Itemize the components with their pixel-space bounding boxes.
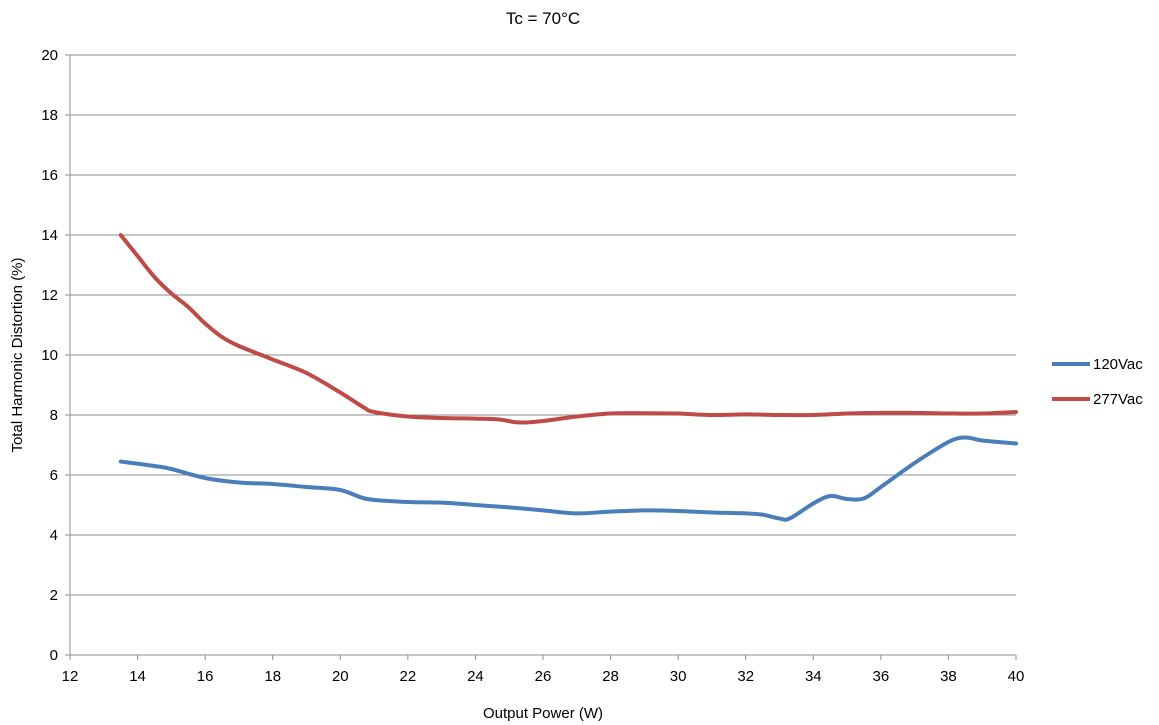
x-tick-label: 14	[129, 668, 146, 685]
axes	[65, 54, 1017, 660]
y-tick-label: 4	[50, 527, 58, 544]
y-tick-label: 14	[41, 227, 58, 244]
series-line-277vac	[118, 233, 1018, 425]
x-tick-label: 12	[62, 668, 79, 685]
legend-item-277vac: 277Vac	[1052, 391, 1143, 408]
chart-title: Tc = 70°C	[506, 9, 580, 28]
y-tick-label: 20	[41, 47, 58, 64]
x-tick-label: 18	[264, 668, 281, 685]
x-tick-label: 22	[400, 668, 417, 685]
x-tick-label: 38	[940, 668, 957, 685]
x-axis-title: Output Power (W)	[483, 705, 603, 722]
legend: 120Vac 277Vac	[1052, 356, 1143, 408]
x-tick-label: 20	[332, 668, 349, 685]
x-tick-label: 16	[197, 668, 214, 685]
legend-item-120vac: 120Vac	[1052, 356, 1143, 373]
y-tick-label: 10	[41, 347, 58, 364]
x-tick-label: 24	[467, 668, 484, 685]
legend-label: 120Vac	[1093, 356, 1143, 373]
series-line-120vac	[118, 435, 1018, 522]
y-tick-label: 2	[50, 587, 58, 604]
x-tick-label: 36	[873, 668, 890, 685]
y-tick-label: 16	[41, 167, 58, 184]
x-tick-label: 40	[1008, 668, 1025, 685]
y-tick-label: 12	[41, 287, 58, 304]
x-tick-label: 28	[602, 668, 619, 685]
x-tick-labels: 12 14 16 18 20 22 24 26 28 30 32 34 36 38 40	[62, 668, 1025, 685]
x-tick-label: 30	[670, 668, 687, 685]
x-tick-label: 32	[737, 668, 754, 685]
grid-lines	[70, 54, 1016, 596]
x-tick-label: 34	[805, 668, 822, 685]
series-lines	[118, 233, 1018, 522]
legend-label: 277Vac	[1093, 391, 1143, 408]
y-tick-label: 8	[50, 407, 58, 424]
y-tick-labels: 0 2 4 6 8 10 12 14 16 18 20	[41, 47, 58, 664]
y-tick-label: 6	[50, 467, 58, 484]
x-tick-label: 26	[535, 668, 552, 685]
y-tick-label: 0	[50, 647, 58, 664]
y-tick-label: 18	[41, 107, 58, 124]
y-axis-title: Total Harmonic Distortion (%)	[9, 257, 26, 452]
